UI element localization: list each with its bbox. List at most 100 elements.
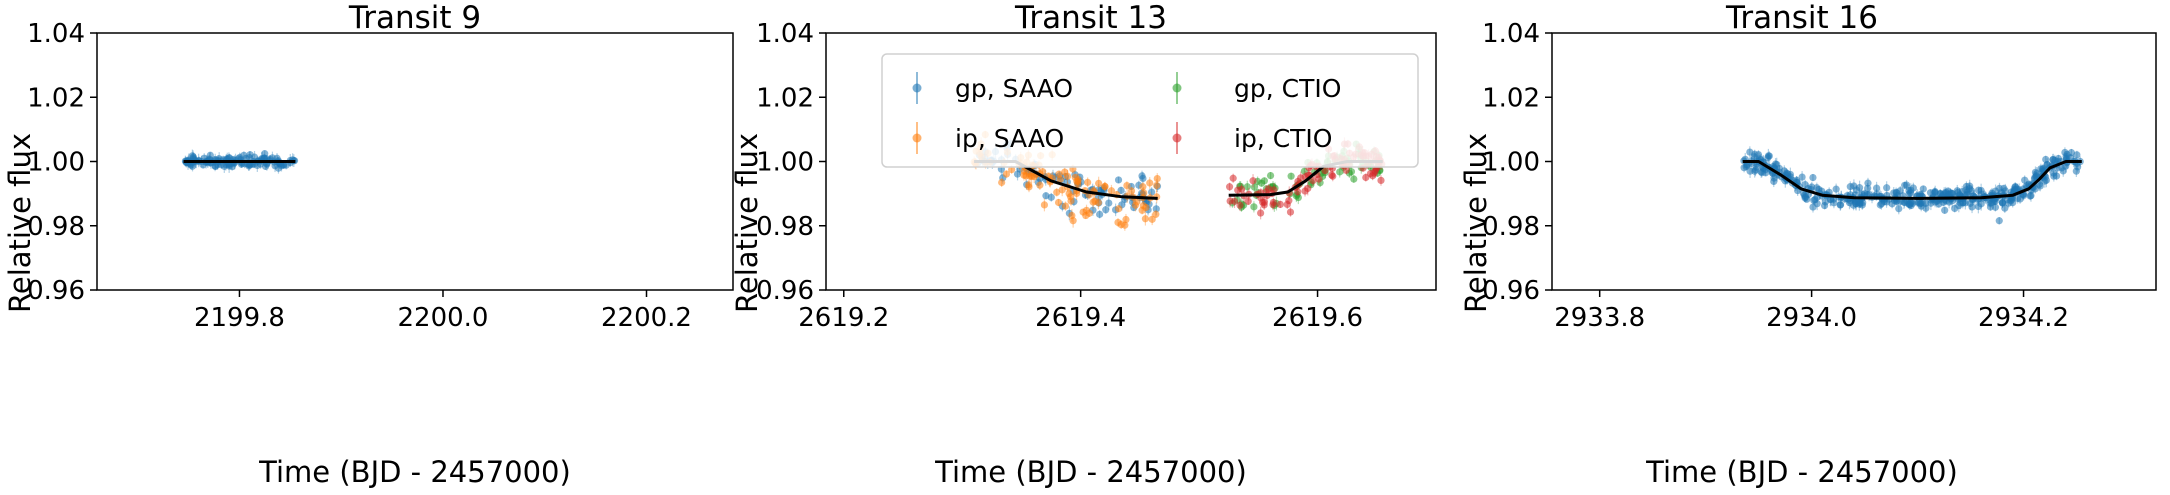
- y-axis-label: Relative flux: [730, 133, 764, 313]
- data-point: [1883, 184, 1891, 192]
- data-point: [1054, 198, 1063, 207]
- y-tick-label: 1.00: [1482, 148, 1540, 178]
- data-point: [1013, 170, 1022, 178]
- data-point: [1146, 179, 1154, 187]
- y-axis-label: Relative flux: [1459, 133, 1493, 313]
- data-point: [1283, 200, 1291, 209]
- data-point: [2021, 176, 2029, 184]
- data-point: [2020, 191, 2028, 200]
- x-tick-label: 2934.0: [1766, 303, 1857, 333]
- model-line: [1742, 160, 2082, 200]
- data-point: [1230, 197, 1239, 205]
- data-point: [1746, 167, 1754, 175]
- data-point: [1798, 173, 1806, 181]
- panel-transit-9: Transit 9 Relative flux Time (BJD - 2457…: [3, 0, 734, 489]
- data-point: [1754, 150, 1763, 159]
- data-point: [1815, 185, 1823, 194]
- data-point: [1008, 165, 1016, 174]
- data-point: [1107, 187, 1116, 195]
- data-point: [2004, 196, 2012, 204]
- data-point: [1850, 182, 1858, 190]
- panel-title: Transit 16: [1725, 0, 1878, 36]
- data-point: [1127, 187, 1136, 195]
- y-tick-label: 0.96: [27, 276, 85, 306]
- data-point: [1995, 217, 2003, 225]
- data-point: [1139, 202, 1147, 210]
- data-point: [1917, 202, 1925, 210]
- data-point: [1858, 201, 1866, 209]
- data-point: [1855, 184, 1864, 192]
- data-point: [1276, 200, 1284, 208]
- data-point: [1266, 171, 1275, 180]
- data-point: [1095, 179, 1103, 187]
- data-point: [1820, 201, 1829, 210]
- x-tick-label: 2619.6: [1272, 303, 1363, 333]
- x-axis-label: Time (BJD - 2457000): [1645, 455, 1958, 489]
- data-point: [1342, 166, 1350, 174]
- data-point: [1236, 201, 1244, 209]
- data-point: [1148, 188, 1156, 196]
- data-point: [1809, 203, 1817, 211]
- data-point: [1309, 176, 1317, 185]
- data-point: [1102, 206, 1110, 214]
- data-point: [1370, 169, 1378, 177]
- legend-entry-gp-saao: gp, SAAO: [912, 72, 1073, 104]
- y-tick-label: 1.00: [27, 148, 85, 178]
- panel-title: Transit 9: [348, 0, 481, 36]
- data-point: [2073, 151, 2081, 159]
- data-point: [1939, 198, 1947, 206]
- data-point: [1069, 217, 1077, 225]
- panel-title: Transit 13: [1014, 0, 1167, 36]
- data-point: [1740, 164, 1748, 172]
- legend-label: gp, CTIO: [1234, 74, 1341, 103]
- data-point: [1902, 181, 1911, 189]
- data-point: [1053, 188, 1061, 196]
- data-point: [1764, 152, 1772, 160]
- legend-entry-ip-saao: ip, SAAO: [912, 122, 1064, 154]
- x-tick-label: 2200.0: [397, 303, 488, 333]
- data-point: [1893, 189, 1901, 197]
- data-point: [1036, 181, 1044, 189]
- data-point: [1986, 203, 1995, 211]
- y-axis-label: Relative flux: [3, 133, 37, 313]
- data-point: [1141, 215, 1150, 223]
- data-point: [1105, 199, 1113, 207]
- data-point: [1315, 175, 1323, 183]
- data-point: [1152, 210, 1160, 218]
- data-point: [1225, 183, 1234, 191]
- data-point: [2026, 192, 2034, 200]
- data-point: [1377, 176, 1385, 185]
- data-point: [1783, 169, 1791, 177]
- data-point: [1138, 172, 1146, 180]
- data-point: [1047, 193, 1055, 201]
- legend-label: ip, SAAO: [955, 124, 1064, 153]
- data-point: [1336, 168, 1344, 176]
- data-point: [1058, 186, 1066, 194]
- data-point: [1114, 176, 1123, 184]
- legend-frame: [881, 53, 1419, 168]
- data-point: [1873, 190, 1881, 198]
- data-point: [1809, 173, 1817, 182]
- data-point: [1269, 198, 1278, 207]
- legend-label: gp, SAAO: [955, 74, 1073, 103]
- data-point: [1328, 171, 1336, 179]
- data-point: [1864, 179, 1872, 187]
- data-point: [1966, 199, 1974, 207]
- data-point: [1832, 185, 1840, 193]
- x-tick-label: 2934.2: [1978, 303, 2069, 333]
- data-point: [1139, 183, 1147, 191]
- data-point: [1257, 209, 1265, 217]
- data-point: [1259, 198, 1267, 206]
- x-tick-label: 2933.8: [1554, 303, 1645, 333]
- data-point: [1002, 170, 1011, 178]
- legend-entry-gp-ctio: gp, CTIO: [1172, 72, 1341, 104]
- data-point: [1025, 181, 1033, 189]
- y-tick-label: 1.00: [756, 148, 814, 178]
- x-axis-label: Time (BJD - 2457000): [258, 455, 571, 489]
- y-tick-label: 0.98: [756, 212, 814, 242]
- data-point: [1810, 196, 1818, 204]
- x-tick-label: 2619.2: [798, 303, 889, 333]
- data-point: [1039, 168, 1047, 176]
- data-point: [1115, 205, 1123, 213]
- data-point: [2067, 149, 2075, 157]
